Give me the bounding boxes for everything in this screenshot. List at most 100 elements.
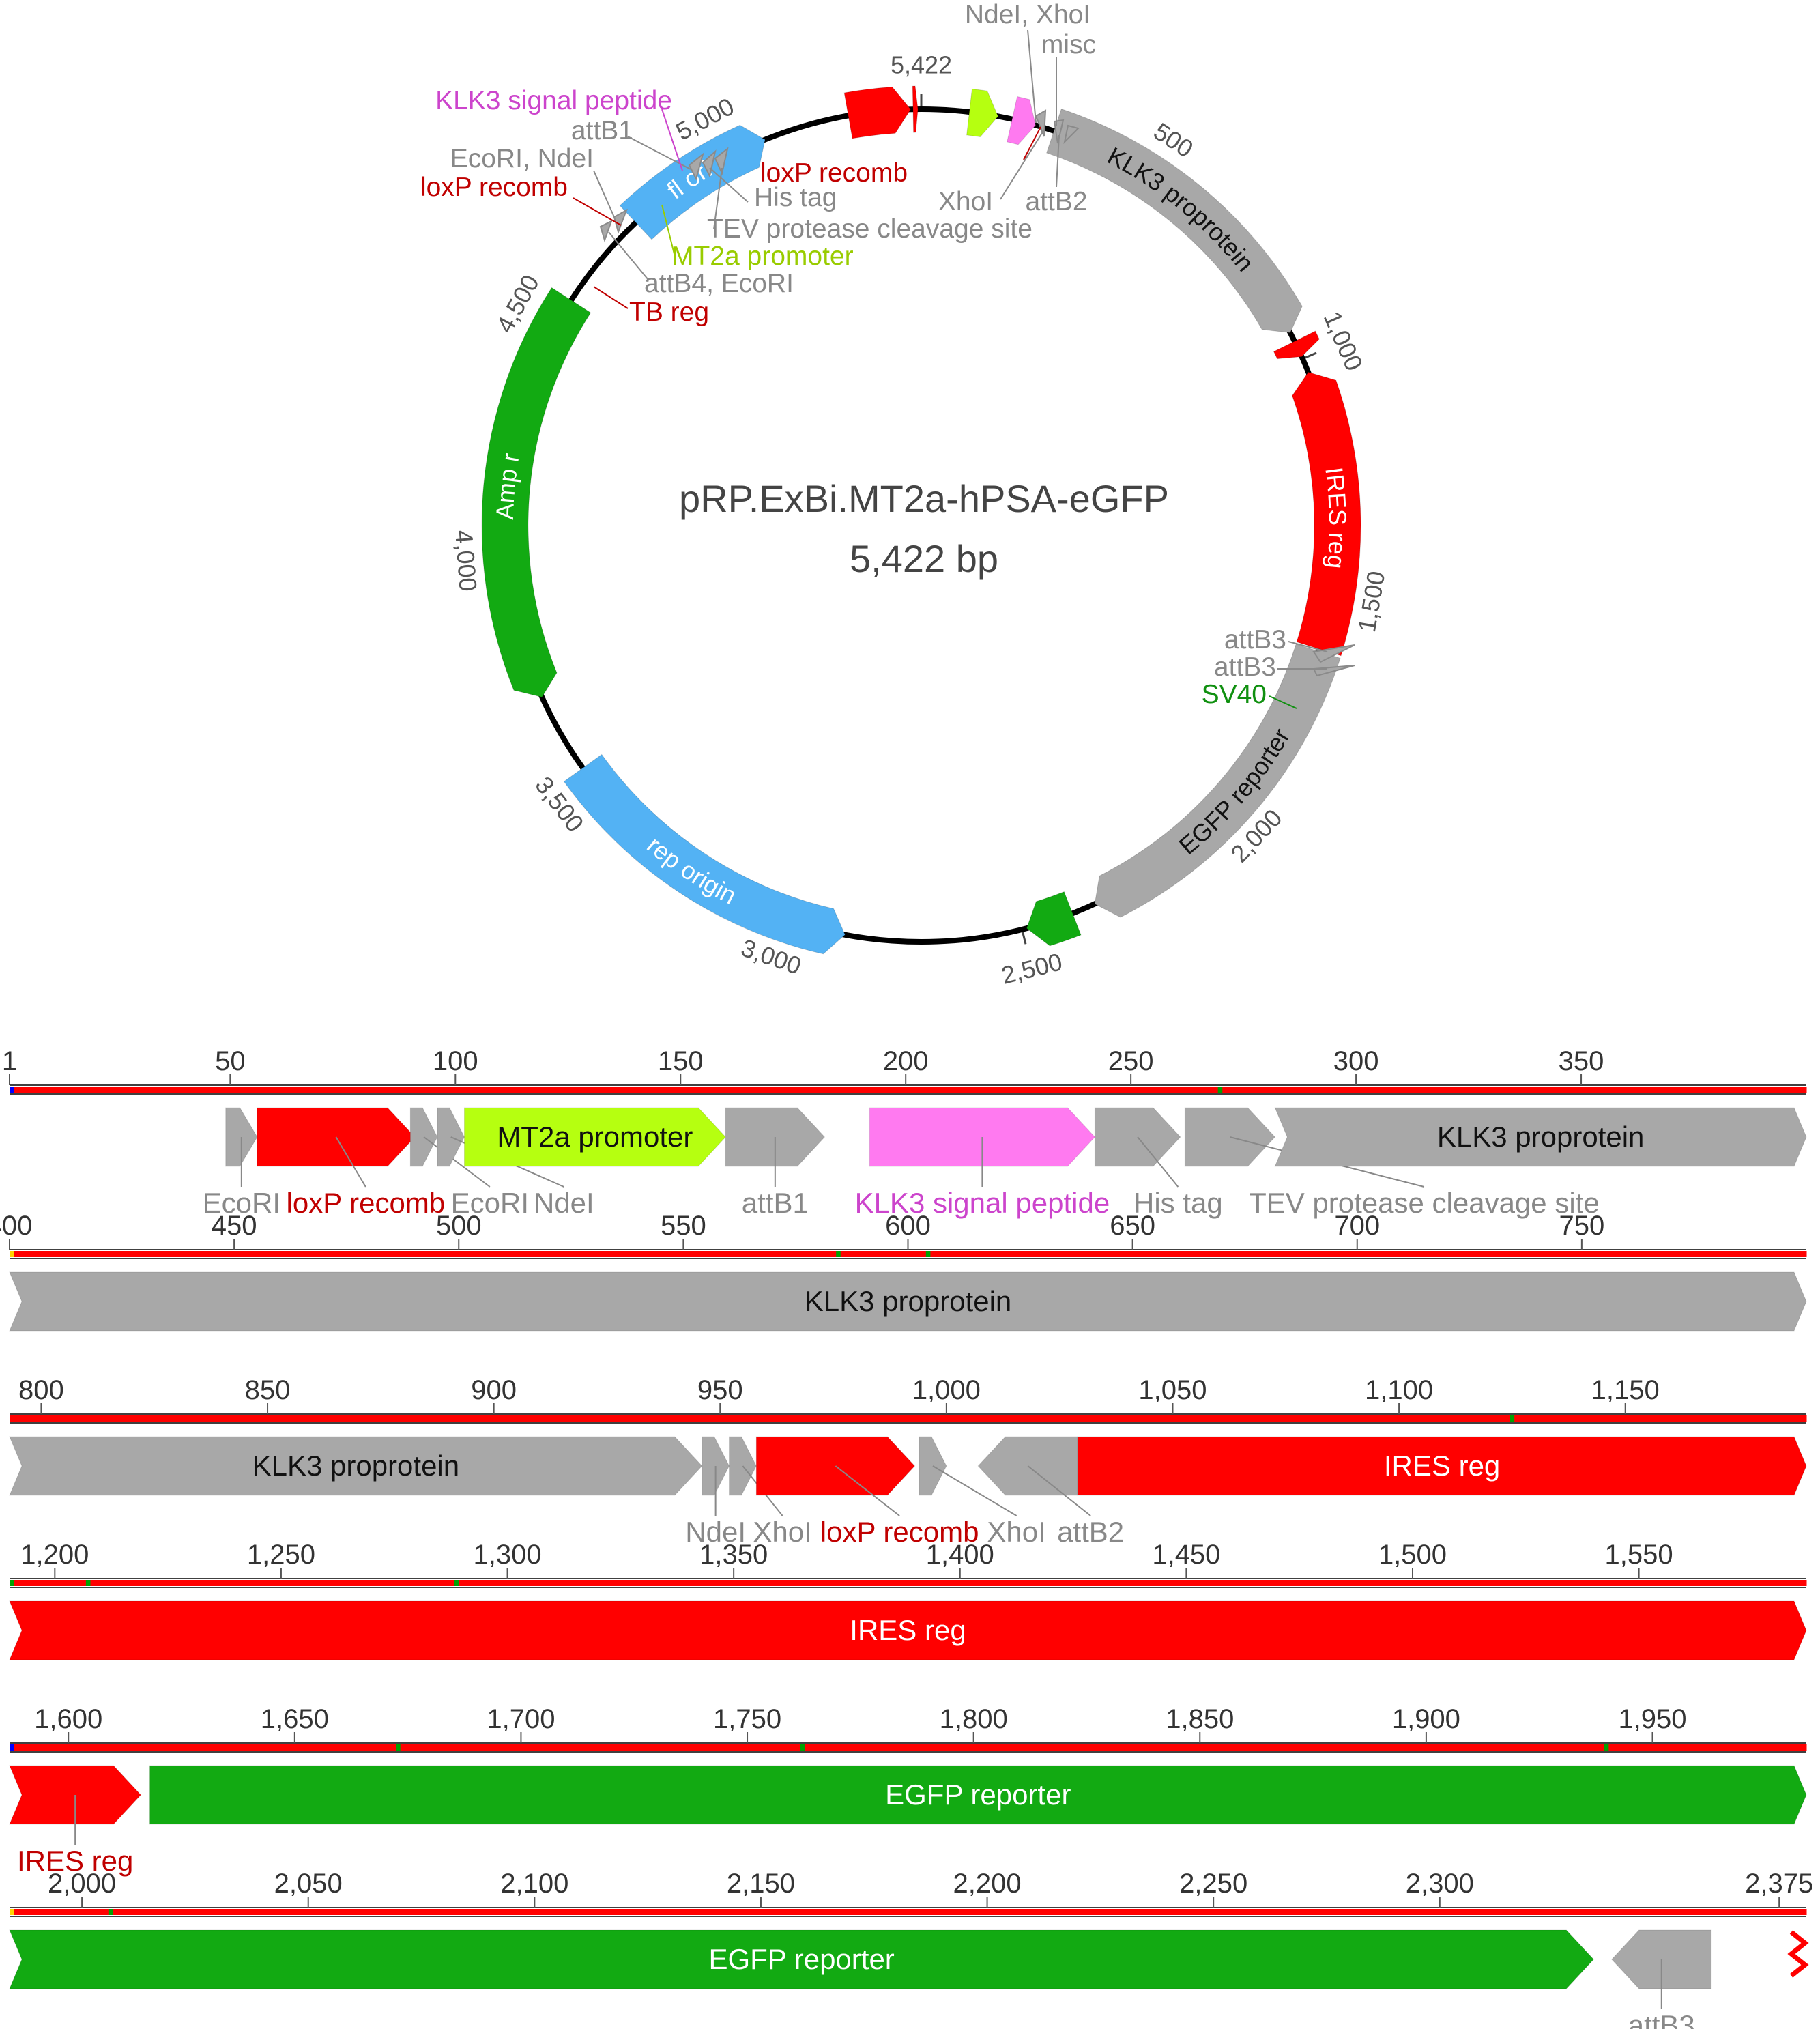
site-marker-attb3-b (1312, 665, 1355, 677)
leader-attb2 (1056, 134, 1060, 188)
linear-feature (9, 1436, 703, 1496)
linear-label-leader (835, 1465, 900, 1516)
linear-tick-label: 1,300 (473, 1540, 541, 1570)
circular-site-label: His tag (754, 183, 837, 212)
linear-feature-name: KLK3 proprotein (1437, 1121, 1645, 1153)
linear-feature-name: EGFP reporter (708, 1943, 894, 1975)
linear-tick-label: 1,100 (1365, 1375, 1433, 1405)
circular-feature-arc (481, 287, 592, 697)
circular-feature-label-text: IRES reg (1320, 465, 1352, 570)
circular-site-label: attB3 (1224, 625, 1286, 654)
linear-tick-label: 600 (885, 1211, 931, 1241)
linear-feature (9, 1929, 1594, 1989)
circular-site-label: loxP recomb (760, 158, 908, 188)
circular-feature-arc (1007, 96, 1037, 145)
site-marker-ndei-xhoi (1035, 109, 1047, 137)
linear-tick-label: 350 (1559, 1046, 1604, 1076)
linear-feature-name: IRES reg (1384, 1450, 1500, 1482)
linear-row: 800 850 900 950 1,000 1,050 1,100 1,150 KLK3 pro… (9, 1375, 1807, 1548)
linear-label-leader (1027, 1465, 1091, 1516)
linear-feature (919, 1436, 947, 1496)
linear-feature-label: EcoRI (451, 1187, 529, 1219)
linear-tick-label: 550 (661, 1211, 706, 1241)
circular-tick (1305, 351, 1317, 359)
circular-site-label: NdeI, XhoI (965, 0, 1090, 29)
leader-loxp-right (1023, 126, 1041, 160)
linear-feature-label: TEV protease cleavage site (1249, 1187, 1600, 1219)
linear-row: 1,600 1,650 1,700 1,750 1,800 1,850 1,900 1,950… (9, 1704, 1807, 1877)
linear-feature-label: NdeI (534, 1187, 594, 1219)
circular-site-label: attB2 (1025, 187, 1087, 216)
sequence-strip (10, 1415, 1807, 1422)
plasmid-name: pRP.ExBi.MT2a-hPSA-eGFP (679, 477, 1169, 520)
leader-tb-reg (593, 286, 629, 309)
sequence-strip (10, 1580, 1807, 1586)
circular-site-label: attB4, EcoRI (644, 269, 794, 298)
circular-site-label: MT2a promoter (671, 242, 854, 271)
circular-tick (1022, 932, 1027, 945)
linear-feature-name: KLK3 proprotein (805, 1285, 1012, 1317)
linear-tick-label: 1,950 (1618, 1704, 1686, 1734)
linear-feature-label: IRES reg (17, 1845, 133, 1877)
linear-tick-label: 500 (436, 1211, 482, 1241)
linear-feature-name: MT2a promoter (497, 1121, 693, 1153)
site-marker-attb1 (688, 152, 704, 181)
linear-feature (463, 1107, 726, 1167)
leader-attb3-a (1288, 641, 1328, 652)
circular-site-label: attB3 (1214, 652, 1276, 682)
linear-tick-label: 1,600 (34, 1704, 102, 1734)
linear-tick-label: 450 (212, 1211, 257, 1241)
leader-ndei-xhoi (1027, 29, 1037, 124)
linear-tick-label: 1,050 (1138, 1375, 1207, 1405)
linear-tick-label: 750 (1559, 1211, 1605, 1241)
site-marker-tev (714, 147, 729, 176)
linear-tick-label: 800 (18, 1375, 64, 1405)
linear-tick-label: 850 (245, 1375, 291, 1405)
linear-tick-label: 1,850 (1166, 1704, 1234, 1734)
linear-tick-label: 1,900 (1392, 1704, 1460, 1734)
leader-attb1 (627, 136, 691, 170)
linear-tick-label: 1,750 (713, 1704, 781, 1734)
circular-site-label: XhoI (938, 187, 993, 216)
circular-feature-arc (563, 753, 846, 955)
linear-feature (1274, 1107, 1807, 1167)
linear-tick-label: 2,150 (727, 1869, 795, 1899)
linear-feature (9, 1600, 1807, 1660)
circular-tick-label: 1,000 (1318, 307, 1369, 375)
leader-mt2a (661, 204, 676, 260)
linear-feature-label: KLK3 signal peptide (855, 1187, 1110, 1219)
circular-feature-label: IRES reg (1320, 465, 1352, 570)
linear-tick-label: 150 (658, 1046, 704, 1076)
linear-tick-label: 100 (433, 1046, 478, 1076)
linear-tick-label: 250 (1108, 1046, 1154, 1076)
circular-feature-arc (1026, 891, 1082, 947)
circular-feature-arc (1292, 371, 1361, 657)
site-marker-attb3-a (1312, 644, 1355, 663)
circular-site-label: TB reg (629, 298, 709, 327)
circular-feature-arc (1094, 644, 1341, 918)
linear-tick-label: 1 (2, 1046, 17, 1076)
leader-loxp-left (573, 197, 622, 226)
circular-tick-label: 4,000 (450, 529, 482, 592)
linear-feature-label: loxP recomb (287, 1187, 446, 1219)
linear-feature-label: His tag (1133, 1187, 1223, 1219)
linear-feature-name: KLK3 proprotein (252, 1450, 460, 1482)
site-marker-attb2 (1063, 124, 1080, 145)
linear-tick-label: 700 (1334, 1211, 1380, 1241)
circular-feature-arc (1273, 330, 1320, 360)
leader-his-tag (709, 167, 749, 203)
site-markers (599, 109, 1355, 677)
circular-ticks: 5001,0001,5002,0002,5003,0003,5004,0004,… (450, 51, 1390, 990)
circular-site-label: SV40 (1202, 680, 1267, 709)
linear-feature-label: loxP recomb (820, 1516, 979, 1548)
leader-ecori-ndei (593, 170, 615, 218)
circular-map: 5001,0001,5002,0002,5003,0003,5004,0004,… (420, 0, 1390, 990)
linear-row: 2,000 2,050 2,100 2,150 2,200 2,250 2,300 2,375… (9, 1869, 1813, 2029)
linear-tick-label: 300 (1333, 1046, 1379, 1076)
linear-tick-label: 2,000 (48, 1869, 116, 1899)
circular-site-label: TEV protease cleavage site (707, 214, 1032, 244)
linear-tick-label: 1,550 (1605, 1540, 1673, 1570)
linear-label-leader (1137, 1136, 1179, 1188)
linear-tick-label: 900 (471, 1375, 517, 1405)
